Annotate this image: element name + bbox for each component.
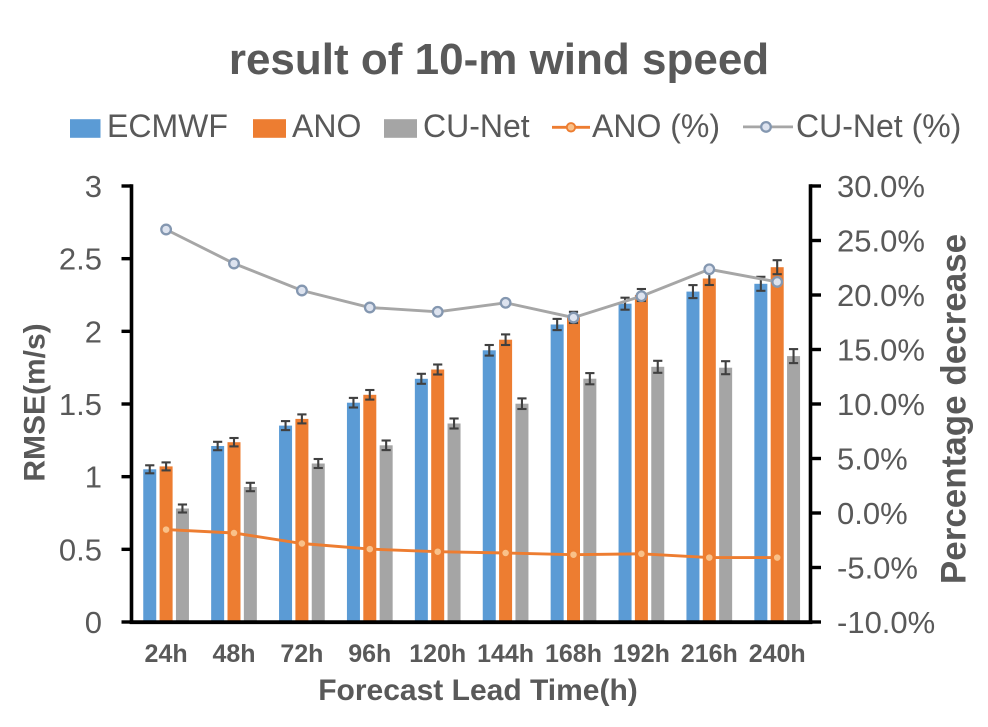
svg-text:25.0%: 25.0% (837, 224, 925, 259)
svg-text:Forecast Lead Time(h): Forecast Lead Time(h) (318, 674, 638, 707)
svg-text:0: 0 (85, 605, 102, 640)
svg-text:RMSE(m/s): RMSE(m/s) (19, 323, 52, 481)
svg-text:192h: 192h (613, 640, 670, 668)
svg-text:2.5: 2.5 (59, 242, 102, 277)
svg-text:3: 3 (85, 169, 102, 204)
svg-text:30.0%: 30.0% (837, 169, 925, 204)
svg-text:-10.0%: -10.0% (837, 605, 935, 640)
svg-text:120h: 120h (409, 640, 466, 668)
svg-text:48h: 48h (212, 640, 255, 668)
svg-text:0.5: 0.5 (59, 532, 102, 567)
svg-text:1: 1 (85, 460, 102, 495)
svg-text:216h: 216h (681, 640, 738, 668)
svg-text:168h: 168h (545, 640, 602, 668)
svg-text:24h: 24h (145, 640, 188, 668)
svg-text:10.0%: 10.0% (837, 387, 925, 422)
svg-text:0.0%: 0.0% (837, 496, 908, 531)
svg-text:CU-Net: CU-Net (423, 108, 530, 144)
svg-text:15.0%: 15.0% (837, 333, 925, 368)
svg-text:ECMWF: ECMWF (107, 108, 228, 144)
svg-text:ANO: ANO (292, 108, 361, 144)
svg-text:result of 10-m wind speed: result of 10-m wind speed (229, 35, 769, 84)
svg-text:72h: 72h (280, 640, 323, 668)
svg-text:2: 2 (85, 314, 102, 349)
svg-text:20.0%: 20.0% (837, 278, 925, 313)
svg-text:1.5: 1.5 (59, 387, 102, 422)
svg-text:5.0%: 5.0% (837, 442, 908, 477)
svg-text:240h: 240h (749, 640, 806, 668)
svg-text:Percentage decrease: Percentage decrease (935, 234, 974, 584)
svg-text:ANO (%): ANO (%) (592, 108, 720, 144)
svg-text:-5.0%: -5.0% (837, 551, 918, 586)
svg-text:96h: 96h (348, 640, 391, 668)
svg-text:144h: 144h (477, 640, 534, 668)
svg-text:CU-Net (%): CU-Net (%) (796, 108, 961, 144)
